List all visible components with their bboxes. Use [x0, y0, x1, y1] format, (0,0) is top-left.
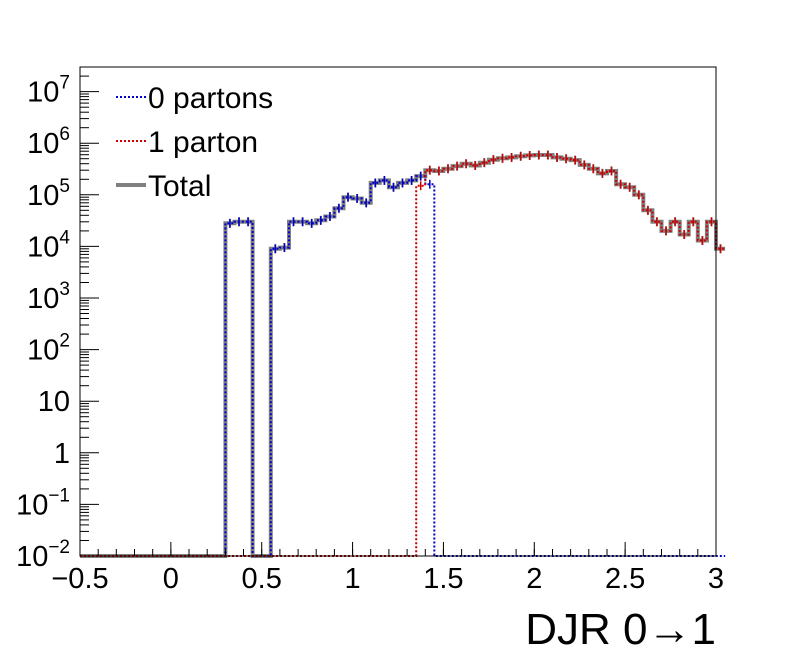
y-tick-label: 104	[27, 227, 70, 263]
x-tick-label: 3	[708, 563, 724, 595]
x-tick-label: 2	[526, 563, 542, 595]
x-tick-label: 1	[345, 563, 361, 595]
x-tick-label: 0.5	[242, 563, 282, 595]
legend-entry: Total	[116, 170, 211, 203]
y-tick-label: 105	[27, 176, 70, 212]
y-tick-label: 10−2	[16, 537, 70, 573]
legend-label: 0 partons	[148, 82, 273, 115]
y-tick-label: 107	[27, 73, 70, 109]
x-tick-label: 0	[163, 563, 179, 595]
x-axis-title: DJR 0→1	[525, 605, 716, 654]
legend-entry: 1 parton	[116, 126, 258, 159]
legend-label: 1 parton	[148, 126, 258, 159]
y-tick-label: 102	[27, 331, 70, 367]
legend-entry: 0 partons	[116, 82, 273, 115]
x-tick-label: 2.5	[605, 563, 645, 595]
legend-label: Total	[148, 170, 211, 203]
y-tick-label: 103	[27, 279, 70, 315]
ticks-layer: −0.5 0 0.5 1 1.5 2 2.5 3 10−2 10−1 1 10 102 103 104 105…	[16, 66, 724, 595]
x-tick-label: −0.5	[51, 563, 108, 595]
legend: 0 partons 1 parton Total	[116, 82, 273, 203]
x-tick-label: 1.5	[423, 563, 463, 595]
y-tick-label: 10	[38, 386, 70, 418]
y-tick-label: 1	[54, 438, 70, 470]
y-tick-label: 106	[27, 124, 70, 160]
y-tick-label: 10−1	[16, 485, 70, 521]
plot-frame	[79, 66, 717, 557]
